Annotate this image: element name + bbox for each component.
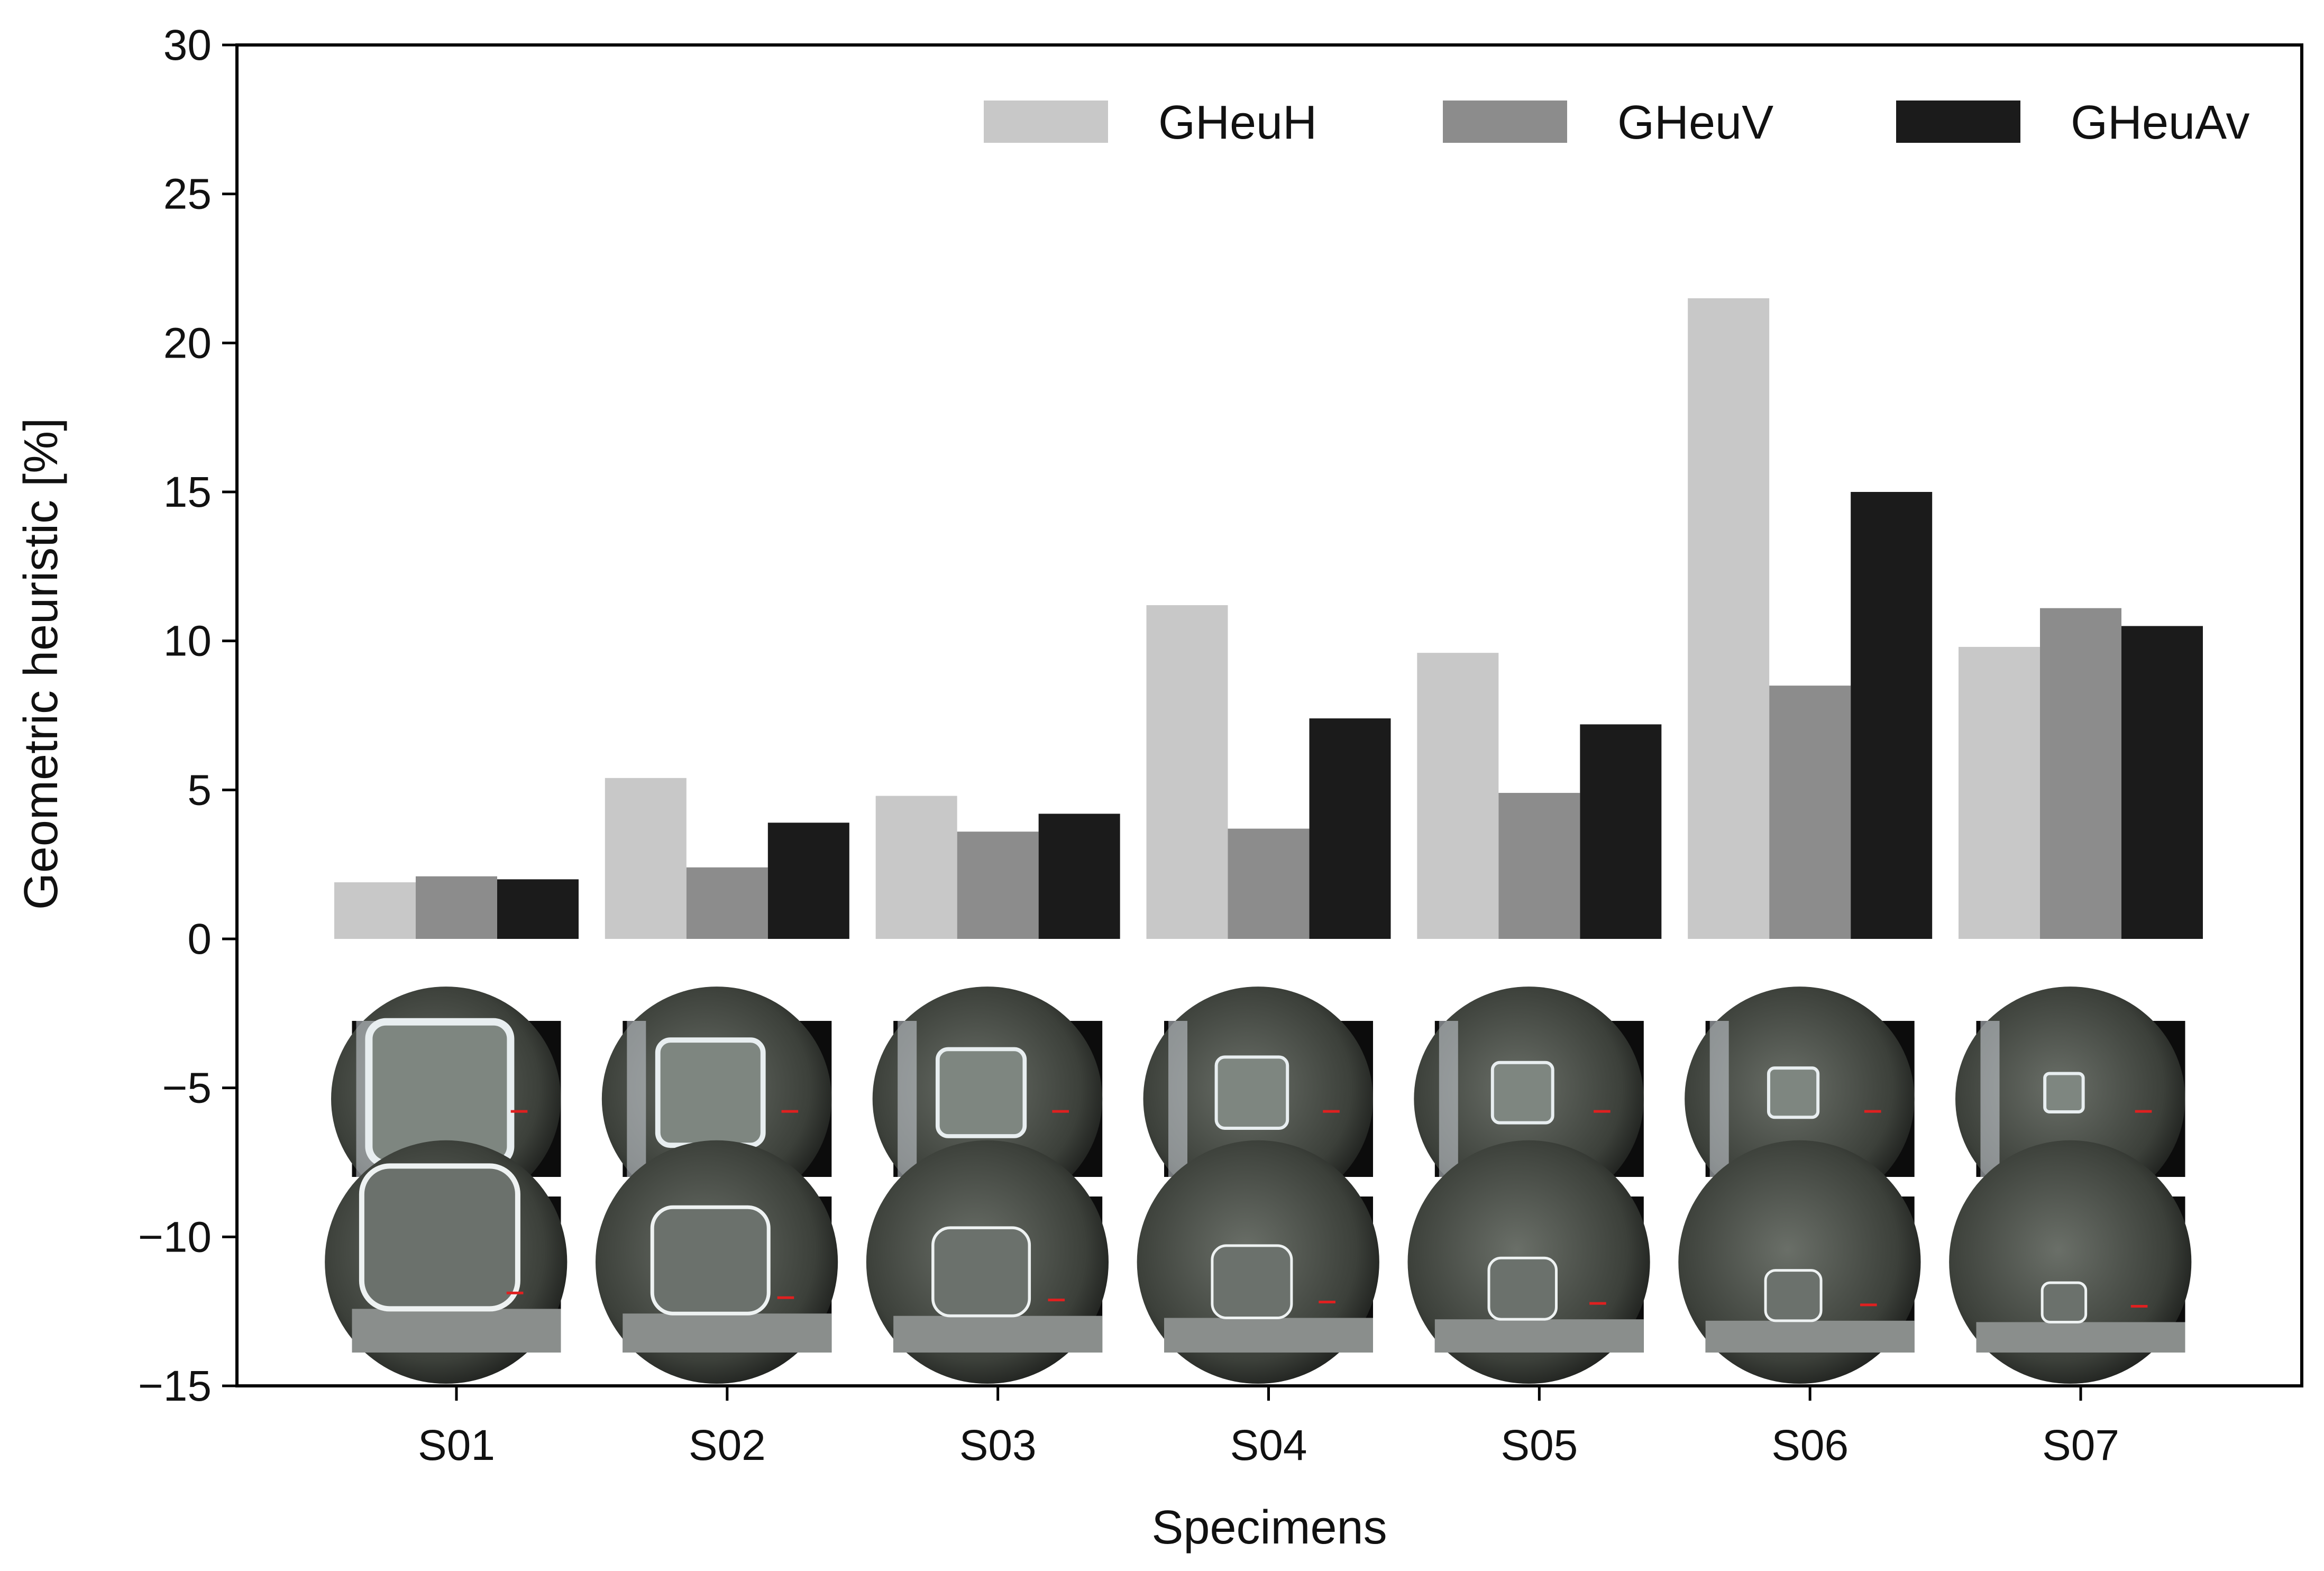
inset-side-substrate [1434, 1319, 1644, 1353]
y-tick-label: 30 [163, 21, 212, 69]
bar-GHeuH-S03 [875, 796, 957, 939]
legend-label-GHeuH: GHeuH [1158, 96, 1317, 149]
bar-GHeuAv-S05 [1580, 724, 1662, 939]
inset-side-cube [931, 1226, 1031, 1318]
y-tick-label: 5 [187, 766, 212, 814]
inset-side-cube [2041, 1281, 2088, 1323]
inset-top-cube [655, 1037, 766, 1148]
bar-GHeuV-S03 [957, 832, 1039, 939]
inset-top-edge [898, 1021, 917, 1177]
inset-top-cube [1767, 1066, 1820, 1119]
bar-GHeuV-S06 [1769, 686, 1851, 939]
y-tick-label: 25 [163, 170, 212, 218]
x-tick-label: S05 [1500, 1421, 1578, 1469]
inset-top-cube [935, 1047, 1027, 1138]
inset-side-substrate [893, 1316, 1103, 1353]
y-tick-label: −10 [138, 1213, 212, 1261]
inset-top-edge [1168, 1021, 1187, 1177]
legend-swatch-GHeuV [1443, 101, 1567, 143]
inset-side-cube [1764, 1269, 1823, 1322]
bar-GHeuAv-S02 [767, 823, 849, 939]
y-tick-label: 0 [187, 915, 212, 963]
bar-GHeuV-S05 [1498, 792, 1580, 939]
bar-GHeuAv-S03 [1038, 814, 1120, 939]
bar-GHeuH-S01 [334, 882, 416, 939]
inset-top-cube [2043, 1072, 2085, 1113]
legend-swatch-GHeuH [984, 101, 1108, 143]
inset-top-edge [627, 1021, 646, 1177]
inset-side-S07 [1949, 1140, 2192, 1384]
legend-swatch-GHeuAv [1896, 101, 2020, 143]
inset-side-cube [1211, 1244, 1293, 1320]
inset-side-S03 [866, 1140, 1109, 1384]
bar-GHeuH-S07 [1959, 646, 2040, 939]
x-tick-label: S03 [959, 1421, 1037, 1469]
bar-GHeuH-S06 [1688, 298, 1770, 939]
inset-side-S06 [1678, 1140, 1921, 1384]
legend-label-GHeuV: GHeuV [1617, 96, 1773, 149]
inset-side-cube [650, 1205, 771, 1316]
bar-GHeuH-S02 [605, 778, 687, 939]
inset-side-substrate [352, 1309, 561, 1353]
inset-side-cube [1487, 1256, 1558, 1321]
inset-top-edge [1709, 1021, 1729, 1177]
bar-GHeuAv-S01 [497, 879, 579, 939]
x-tick-label: S07 [2042, 1421, 2119, 1469]
inset-top-cube [1490, 1061, 1554, 1125]
bar-GHeuH-S04 [1146, 605, 1228, 939]
inset-side-S01 [325, 1140, 568, 1384]
bar-GHeuV-S04 [1228, 828, 1310, 939]
specimen-photo-insets [325, 987, 2192, 1384]
inset-top-cube [1214, 1055, 1289, 1130]
legend-label-GHeuAv: GHeuAv [2071, 96, 2250, 149]
inset-side-substrate [1164, 1318, 1373, 1353]
y-tick-label: 10 [163, 617, 212, 665]
bar-GHeuAv-S04 [1309, 718, 1391, 939]
inset-side-S02 [595, 1140, 838, 1384]
x-axis-ticks: S01 S02 S03 S04 S05 S06 S07 [418, 1386, 2119, 1469]
bar-GHeuV-S02 [686, 867, 768, 939]
y-tick-label: −15 [138, 1362, 212, 1410]
y-tick-label: 15 [163, 468, 212, 516]
inset-side-S04 [1137, 1140, 1379, 1384]
inset-side-substrate [623, 1313, 832, 1353]
x-axis-label: Specimens [1151, 1501, 1387, 1554]
y-tick-label: −5 [162, 1064, 212, 1112]
inset-side-substrate [1705, 1320, 1915, 1353]
inset-top-edge [1439, 1021, 1458, 1177]
bar-GHeuAv-S06 [1851, 492, 1933, 939]
bar-GHeuAv-S07 [2121, 626, 2203, 939]
inset-side-S05 [1407, 1140, 1650, 1384]
x-tick-label: S01 [418, 1421, 495, 1469]
inset-side-cube [359, 1163, 520, 1312]
y-tick-label: 20 [163, 319, 212, 367]
inset-side-substrate [1976, 1322, 2185, 1353]
legend: GHeuH GHeuV GHeuAv [984, 96, 2250, 149]
y-axis-ticks: 30 25 20 15 10 5 0 −5 −10 −15 [138, 21, 237, 1410]
bar-GHeuV-S07 [2040, 608, 2121, 939]
x-tick-label: S02 [689, 1421, 766, 1469]
bars [334, 298, 2203, 939]
bar-GHeuV-S01 [416, 876, 497, 939]
y-axis-label: Geometric heuristic [%] [15, 418, 68, 910]
bar-GHeuH-S05 [1417, 653, 1499, 939]
x-tick-label: S06 [1771, 1421, 1849, 1469]
inset-top-edge [1980, 1021, 2000, 1177]
x-tick-label: S04 [1230, 1421, 1307, 1469]
